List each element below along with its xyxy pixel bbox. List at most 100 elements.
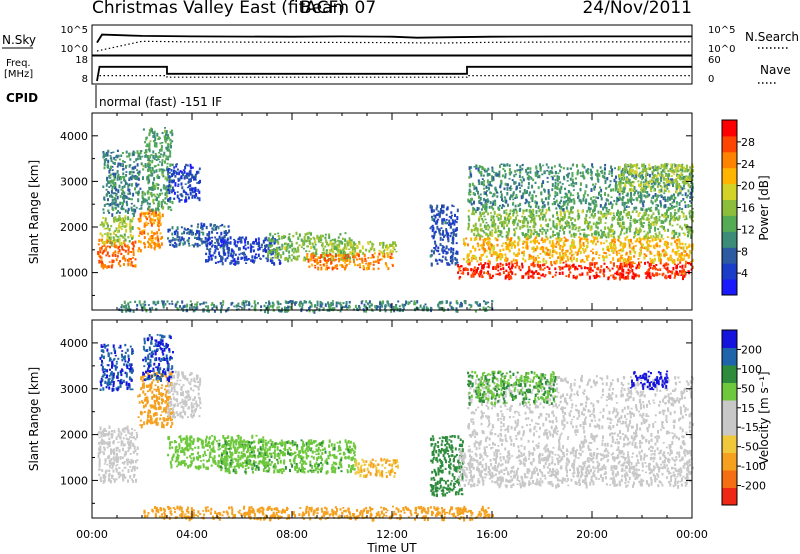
heatmap-cell — [554, 274, 557, 277]
heatmap-cell — [176, 226, 179, 231]
heatmap-cell — [621, 266, 623, 269]
heatmap-cell — [109, 236, 112, 241]
heatmap-cell — [120, 207, 123, 210]
heatmap-cell — [477, 207, 480, 210]
heatmap-cell — [279, 254, 282, 257]
heatmap-cell — [173, 191, 176, 195]
heatmap-cell — [210, 242, 213, 245]
heatmap-cell — [616, 199, 619, 203]
heatmap-cell — [269, 245, 272, 248]
heatmap-cell — [625, 271, 628, 274]
heatmap-cell — [436, 219, 439, 224]
heatmap-cell — [485, 191, 487, 195]
heatmap-cell — [166, 165, 169, 168]
heatmap-cell — [172, 189, 175, 192]
heatmap-cell — [147, 207, 150, 211]
heatmap-cell — [612, 250, 615, 253]
heatmap-cell — [110, 265, 113, 269]
heatmap-cell — [622, 168, 625, 171]
heatmap-cell — [675, 201, 678, 205]
heatmap-cell — [621, 226, 624, 229]
heatmap-cell — [599, 204, 602, 208]
heatmap-cell — [664, 229, 666, 232]
heatmap-cell — [194, 177, 197, 180]
heatmap-cell — [162, 154, 165, 158]
heatmap-cell — [123, 244, 126, 247]
heatmap-cell — [274, 233, 277, 235]
heatmap-cell — [590, 197, 593, 201]
heatmap-cell — [365, 262, 368, 265]
heatmap-cell — [191, 187, 194, 192]
heatmap-cell — [482, 265, 485, 270]
heatmap-cell — [604, 252, 607, 255]
heatmap-cell — [484, 218, 487, 221]
heatmap-cell — [160, 188, 163, 192]
heatmap-cell — [527, 270, 529, 273]
heatmap-cell — [437, 246, 440, 249]
heatmap-cell — [609, 274, 612, 277]
heatmap-cell — [114, 198, 117, 202]
heatmap-cell — [487, 270, 489, 275]
heatmap-cell — [171, 179, 174, 184]
heatmap-cell — [162, 206, 165, 210]
heatmap-cell — [469, 250, 472, 253]
heatmap-cell — [156, 177, 159, 179]
heatmap-cell — [531, 218, 534, 221]
heatmap-cell — [120, 154, 123, 157]
heatmap-cell — [205, 225, 208, 230]
heatmap-cell — [624, 258, 627, 261]
heatmap-cell — [380, 250, 383, 253]
heatmap-cell — [190, 224, 193, 228]
heatmap-cell — [209, 247, 212, 250]
heatmap-cell — [328, 248, 331, 252]
heatmap-cell — [610, 225, 613, 228]
heatmap-cell — [200, 231, 203, 234]
heatmap-cell — [571, 222, 574, 226]
heatmap-cell — [324, 233, 327, 236]
heatmap-cell — [204, 236, 207, 240]
heatmap-cell — [314, 267, 317, 269]
heatmap-cell — [158, 168, 161, 172]
heatmap-cell — [160, 153, 163, 156]
heatmap-cell — [550, 264, 553, 267]
heatmap-cell — [171, 132, 174, 137]
heatmap-cell — [525, 168, 528, 173]
heatmap-cell — [316, 258, 319, 262]
heatmap-cell — [684, 175, 687, 179]
heatmap-cell — [490, 215, 493, 218]
heatmap-cell — [656, 268, 659, 271]
heatmap-cell — [499, 233, 502, 237]
heatmap-cell — [523, 188, 526, 192]
heatmap-cell — [605, 212, 608, 215]
heatmap-cell — [663, 192, 666, 195]
freq-unit-label: [MHz] — [4, 69, 33, 80]
heatmap-cell — [473, 207, 476, 211]
heatmap-cell — [313, 246, 316, 250]
heatmap-cell — [669, 221, 672, 226]
heatmap-cell — [612, 235, 615, 239]
heatmap-cell — [514, 230, 516, 234]
heatmap-cell — [637, 240, 640, 243]
heatmap-cell — [338, 254, 341, 256]
heatmap-cell — [637, 258, 640, 260]
heatmap-cell — [612, 188, 615, 192]
heatmap-cell — [114, 174, 116, 179]
heatmap-cell — [639, 200, 642, 204]
heatmap-cell — [320, 236, 322, 240]
heatmap-cell — [127, 207, 130, 212]
heatmap-cell — [533, 224, 536, 229]
heatmap-cell — [116, 229, 119, 234]
heatmap-cell — [316, 234, 319, 239]
heatmap-cell — [514, 273, 517, 276]
heatmap-cell — [207, 259, 210, 262]
heatmap-cell — [514, 253, 517, 257]
heatmap-cell — [249, 249, 252, 253]
heatmap-cell — [462, 271, 465, 275]
heatmap-cell — [539, 267, 542, 270]
heatmap-cell — [132, 252, 135, 256]
heatmap-cell — [157, 158, 160, 161]
heatmap-cell — [670, 213, 673, 216]
heatmap-cell — [555, 251, 558, 255]
heatmap-cell — [648, 276, 651, 279]
heatmap-cell — [595, 196, 598, 199]
